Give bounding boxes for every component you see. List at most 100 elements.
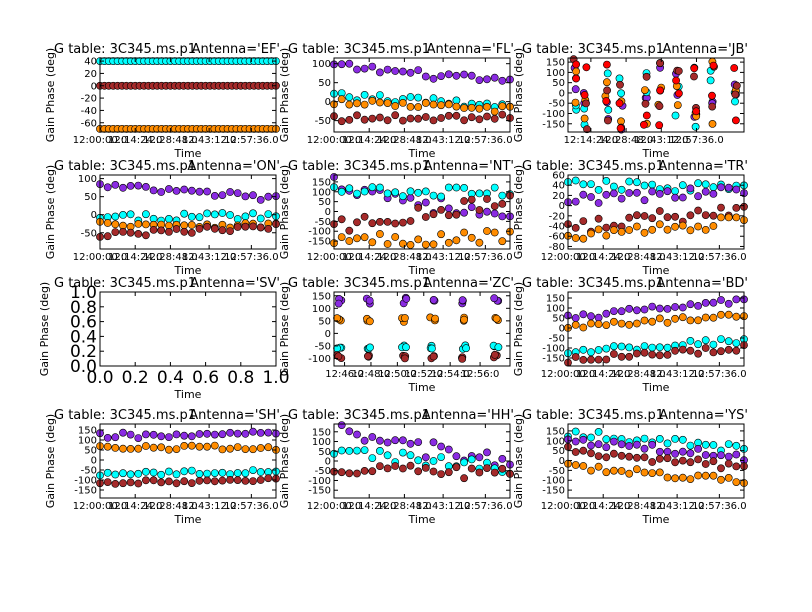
y-tick-label: 100 xyxy=(312,437,331,448)
data-point xyxy=(610,437,618,446)
data-point xyxy=(686,441,695,450)
data-point xyxy=(233,223,242,231)
y-tick-label: -50 xyxy=(81,228,97,239)
data-point xyxy=(141,467,150,476)
data-point xyxy=(360,212,369,221)
data-point xyxy=(701,211,710,219)
data-points xyxy=(330,421,514,483)
data-point xyxy=(475,206,484,214)
data-point xyxy=(241,222,250,231)
data-point xyxy=(717,296,725,304)
data-point xyxy=(134,469,143,478)
y-tick-label: -150 xyxy=(308,237,331,248)
data-point xyxy=(226,211,234,219)
data-point xyxy=(625,213,634,222)
y-tick-label: 0 xyxy=(325,457,331,468)
data-point xyxy=(375,91,384,99)
data-points xyxy=(330,59,514,126)
data-point xyxy=(149,476,158,485)
data-point xyxy=(656,86,664,95)
data-point xyxy=(724,452,733,461)
data-point xyxy=(345,184,354,193)
data-point xyxy=(429,210,438,219)
data-point xyxy=(249,209,257,218)
data-point xyxy=(126,228,135,237)
data-point xyxy=(460,183,468,192)
data-point xyxy=(383,240,392,248)
data-point xyxy=(648,469,657,477)
data-point xyxy=(648,350,657,359)
data-point xyxy=(187,186,196,195)
data-point xyxy=(462,344,470,353)
data-point xyxy=(111,228,120,236)
data-point xyxy=(366,343,374,352)
data-point xyxy=(141,220,150,229)
data-point xyxy=(692,107,701,116)
x-tick-label: 12:14:24.0 xyxy=(342,135,396,146)
data-point xyxy=(141,442,150,450)
data-point xyxy=(134,434,143,442)
data-point xyxy=(671,303,679,311)
data-point xyxy=(353,446,361,455)
axes-frame xyxy=(99,174,277,250)
data-point xyxy=(429,295,438,304)
data-point xyxy=(675,89,683,98)
data-point xyxy=(460,228,468,237)
data-point xyxy=(406,451,415,460)
data-point xyxy=(383,116,392,125)
data-point xyxy=(640,444,649,453)
data-point xyxy=(402,343,410,352)
data-point xyxy=(691,122,700,131)
data-point xyxy=(164,477,173,486)
data-point xyxy=(337,117,346,126)
data-point xyxy=(625,442,634,450)
x-tick-label: 12:14:24.0 xyxy=(108,135,162,146)
axes-frame xyxy=(99,423,277,499)
y-tick-label: -20 xyxy=(81,94,97,105)
data-point xyxy=(732,185,741,194)
data-point xyxy=(460,315,468,324)
data-point xyxy=(103,183,112,192)
data-point xyxy=(353,111,361,120)
y-axis-label: Gain Phase (deg) xyxy=(44,48,57,142)
x-tick-label: 12:28:48.0 xyxy=(377,252,431,263)
data-point xyxy=(460,208,468,217)
data-point xyxy=(673,101,682,109)
data-point xyxy=(345,427,354,436)
x-tick-label: 12:43:12.0 xyxy=(634,135,688,146)
data-point xyxy=(709,348,718,357)
x-axis-label: Time xyxy=(642,381,670,394)
data-point xyxy=(467,103,476,112)
data-point xyxy=(663,304,672,313)
data-point xyxy=(345,93,354,102)
data-point xyxy=(708,91,716,100)
data-point xyxy=(694,471,702,480)
data-point xyxy=(686,458,695,467)
data-point xyxy=(360,446,369,454)
data-point xyxy=(195,224,204,233)
data-point xyxy=(203,209,211,218)
axes-frame xyxy=(567,291,745,367)
y-tick-label: -80 xyxy=(549,242,565,253)
data-point xyxy=(498,454,507,463)
data-point xyxy=(571,314,580,322)
data-point xyxy=(498,199,507,208)
data-point xyxy=(172,186,181,195)
data-point xyxy=(602,443,611,452)
data-point xyxy=(602,309,611,318)
data-point xyxy=(406,240,415,249)
data-point xyxy=(663,447,672,456)
data-point xyxy=(249,466,257,474)
data-point xyxy=(732,441,741,450)
data-point xyxy=(602,468,611,477)
data-point xyxy=(686,211,695,220)
data-point xyxy=(126,470,135,479)
data-point xyxy=(337,187,346,196)
x-tick-label: 12:57:36.0 xyxy=(224,135,278,146)
x-tick-label: 12:57:36.0 xyxy=(692,501,746,512)
y-tick-label: 100 xyxy=(78,174,97,185)
data-point xyxy=(414,114,423,123)
y-axis-label: Gain Phase (deg) xyxy=(512,48,525,142)
data-point xyxy=(187,479,196,487)
